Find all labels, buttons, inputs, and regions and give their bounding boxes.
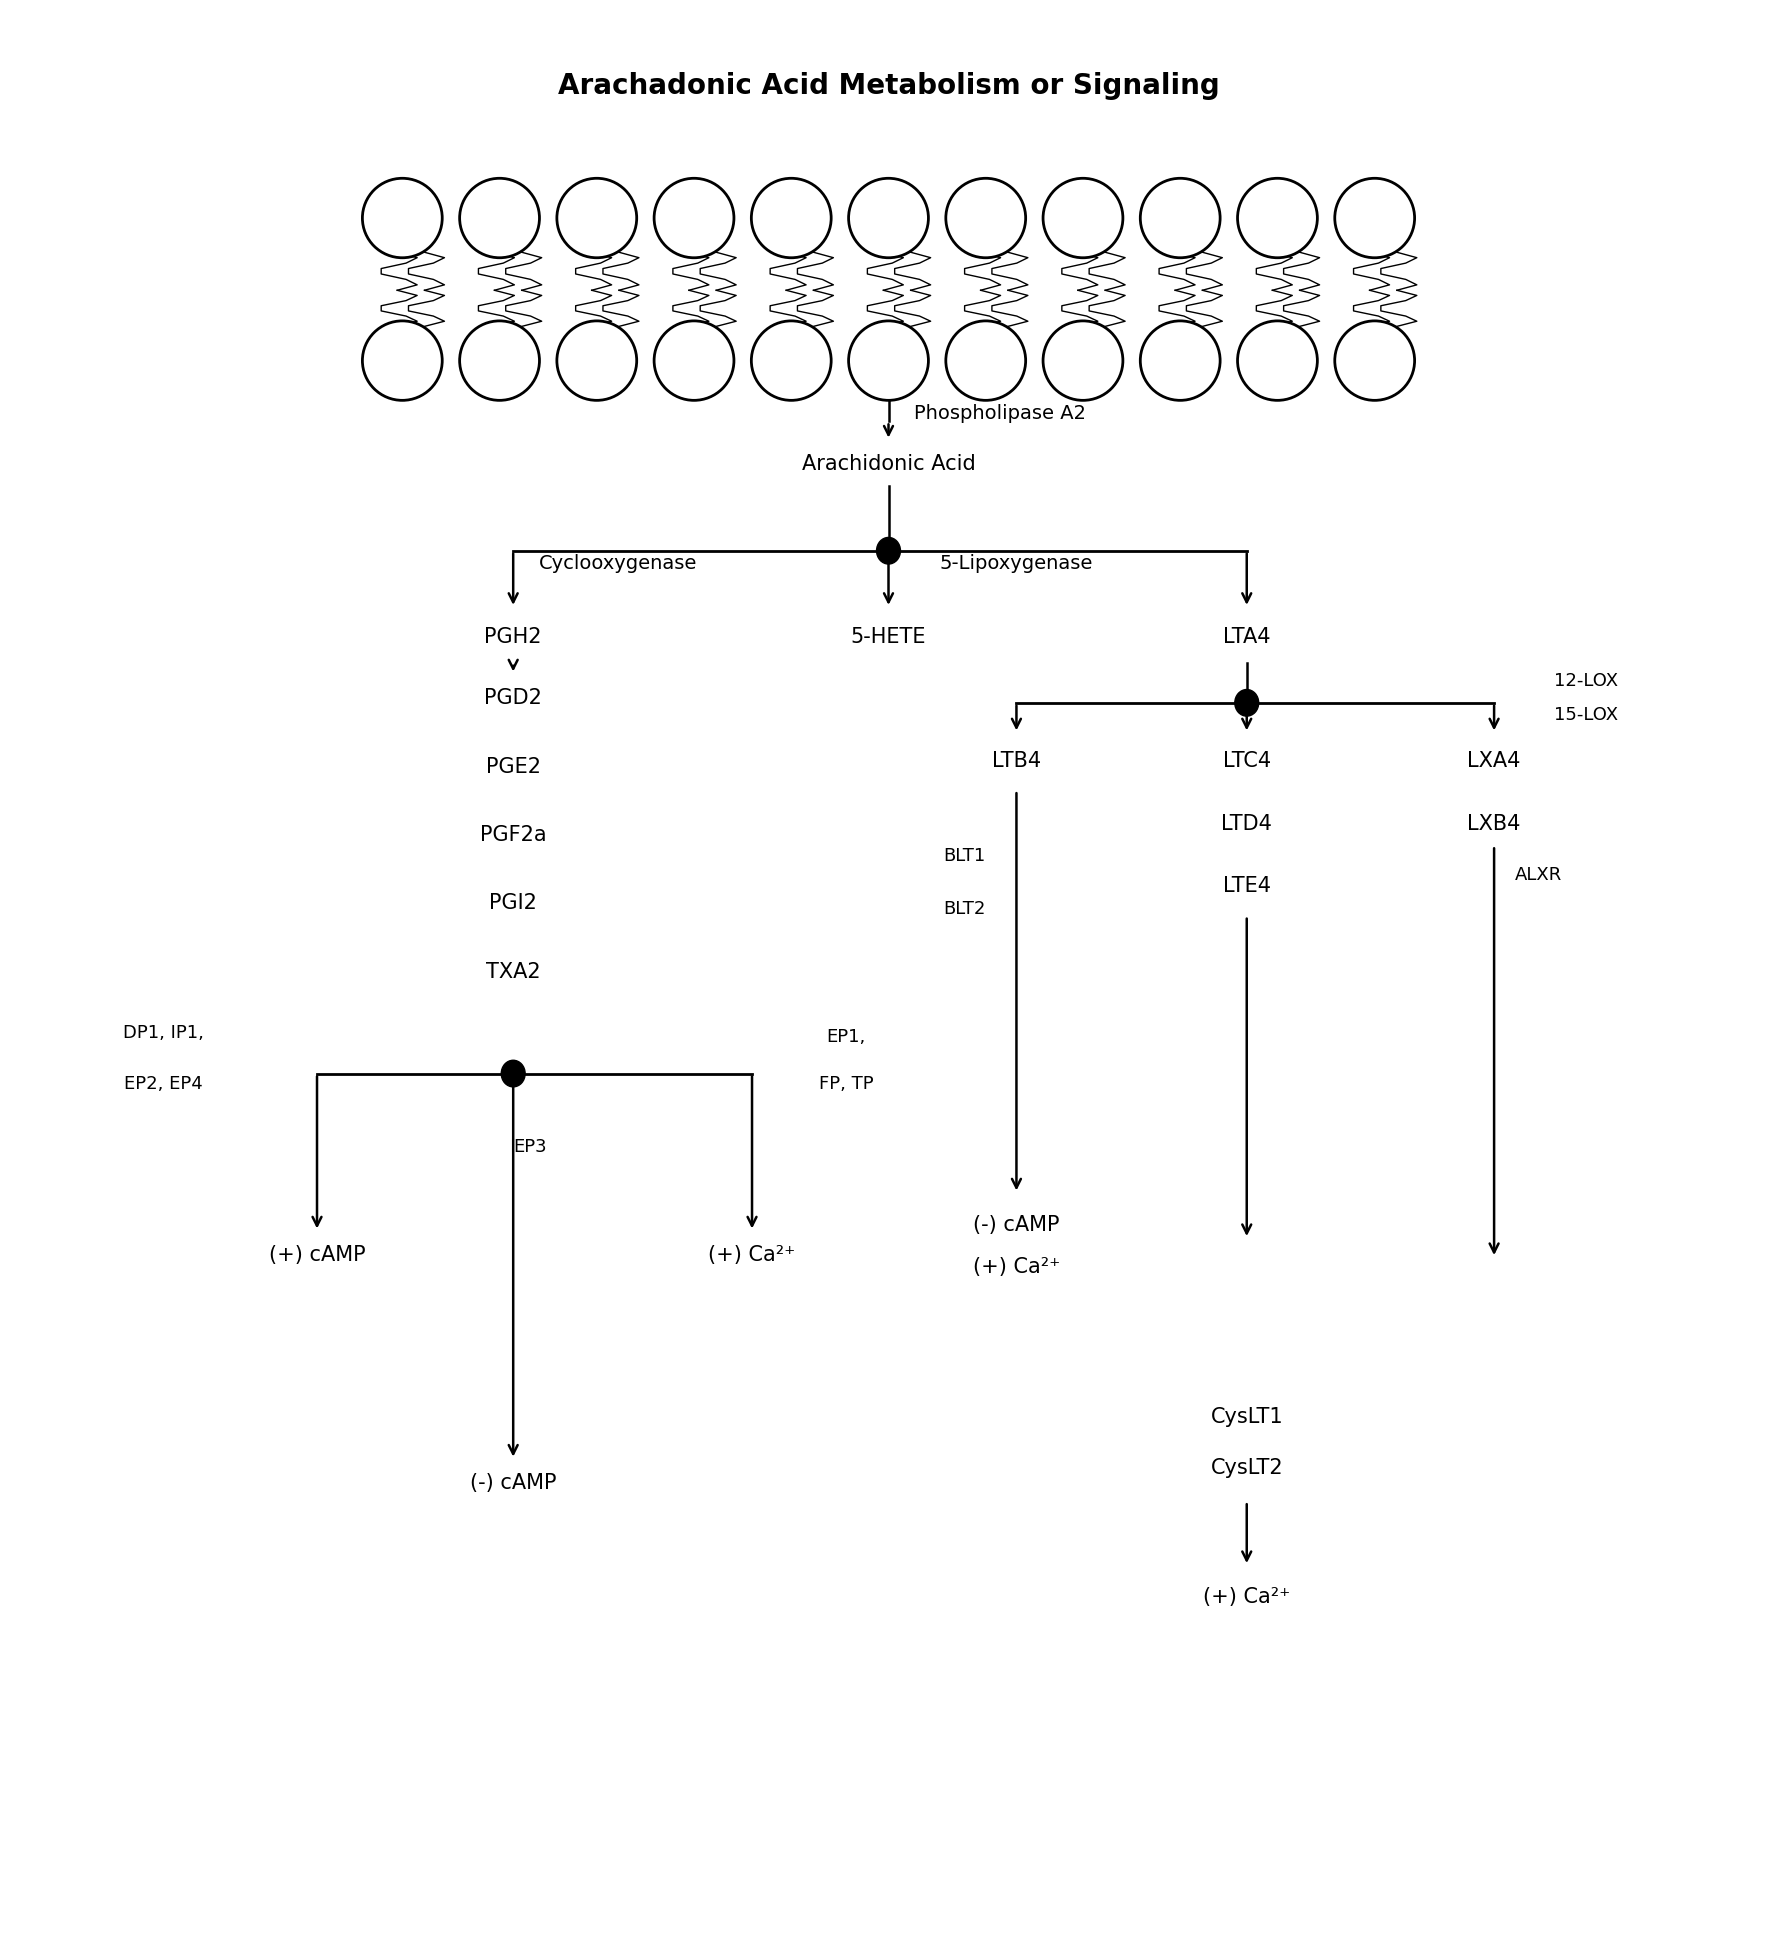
Text: CysLT2: CysLT2 bbox=[1210, 1458, 1283, 1478]
Text: LXA4: LXA4 bbox=[1468, 750, 1521, 770]
Text: FP, TP: FP, TP bbox=[819, 1074, 873, 1092]
Text: Arachidonic Acid: Arachidonic Acid bbox=[801, 454, 976, 473]
Text: LTC4: LTC4 bbox=[1223, 750, 1271, 770]
Ellipse shape bbox=[849, 178, 928, 258]
Text: Phospholipase A2: Phospholipase A2 bbox=[913, 403, 1086, 423]
Ellipse shape bbox=[556, 322, 636, 401]
Text: EP1,: EP1, bbox=[826, 1028, 865, 1045]
Text: (+) cAMP: (+) cAMP bbox=[268, 1245, 366, 1264]
Text: LTA4: LTA4 bbox=[1223, 626, 1271, 648]
Ellipse shape bbox=[945, 322, 1025, 401]
Ellipse shape bbox=[1335, 178, 1414, 258]
Ellipse shape bbox=[945, 178, 1025, 258]
Ellipse shape bbox=[1335, 322, 1414, 401]
Text: (-) cAMP: (-) cAMP bbox=[974, 1214, 1059, 1233]
Ellipse shape bbox=[849, 322, 928, 401]
Text: 5-Lipoxygenase: 5-Lipoxygenase bbox=[940, 553, 1093, 572]
Text: PGE2: PGE2 bbox=[485, 756, 540, 776]
Circle shape bbox=[501, 1061, 526, 1088]
Text: 5-HETE: 5-HETE bbox=[851, 626, 926, 648]
Ellipse shape bbox=[1141, 322, 1221, 401]
Text: 12-LOX: 12-LOX bbox=[1553, 671, 1617, 690]
Text: PGD2: PGD2 bbox=[485, 688, 542, 708]
Text: LTD4: LTD4 bbox=[1221, 812, 1272, 834]
Text: Cyclooxygenase: Cyclooxygenase bbox=[538, 553, 697, 572]
Ellipse shape bbox=[460, 178, 540, 258]
Text: 15-LOX: 15-LOX bbox=[1553, 706, 1617, 723]
Text: (+) Ca²⁺: (+) Ca²⁺ bbox=[1203, 1586, 1290, 1607]
Text: LTB4: LTB4 bbox=[992, 750, 1041, 770]
Ellipse shape bbox=[1141, 178, 1221, 258]
Text: BLT2: BLT2 bbox=[944, 900, 986, 917]
Ellipse shape bbox=[1237, 178, 1317, 258]
Text: LTE4: LTE4 bbox=[1223, 876, 1271, 896]
Text: BLT1: BLT1 bbox=[944, 847, 986, 865]
Text: EP2, EP4: EP2, EP4 bbox=[124, 1074, 203, 1092]
Text: PGH2: PGH2 bbox=[485, 626, 542, 648]
Text: (+) Ca²⁺: (+) Ca²⁺ bbox=[709, 1245, 796, 1264]
Text: (-) cAMP: (-) cAMP bbox=[469, 1472, 556, 1493]
Ellipse shape bbox=[556, 178, 636, 258]
Circle shape bbox=[1235, 690, 1258, 717]
Ellipse shape bbox=[752, 322, 832, 401]
Ellipse shape bbox=[654, 322, 734, 401]
Text: (+) Ca²⁺: (+) Ca²⁺ bbox=[972, 1256, 1061, 1276]
Ellipse shape bbox=[752, 178, 832, 258]
Ellipse shape bbox=[1237, 322, 1317, 401]
Ellipse shape bbox=[654, 178, 734, 258]
Circle shape bbox=[876, 539, 901, 564]
Ellipse shape bbox=[363, 178, 442, 258]
Text: DP1, IP1,: DP1, IP1, bbox=[123, 1024, 204, 1041]
Text: PGF2a: PGF2a bbox=[480, 824, 547, 845]
Ellipse shape bbox=[1043, 322, 1123, 401]
Text: PGI2: PGI2 bbox=[489, 894, 537, 913]
Ellipse shape bbox=[363, 322, 442, 401]
Text: CysLT1: CysLT1 bbox=[1210, 1406, 1283, 1425]
Text: EP3: EP3 bbox=[514, 1138, 547, 1156]
Text: TXA2: TXA2 bbox=[485, 962, 540, 981]
Text: LXB4: LXB4 bbox=[1468, 812, 1521, 834]
Text: ALXR: ALXR bbox=[1514, 865, 1562, 884]
Ellipse shape bbox=[1043, 178, 1123, 258]
Ellipse shape bbox=[460, 322, 540, 401]
Text: Arachadonic Acid Metabolism or Signaling: Arachadonic Acid Metabolism or Signaling bbox=[558, 72, 1219, 101]
